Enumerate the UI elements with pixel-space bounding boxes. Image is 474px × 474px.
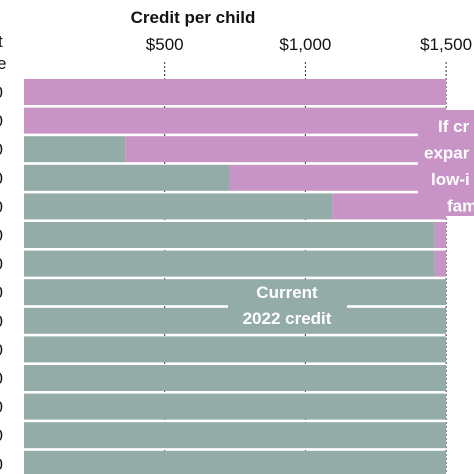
bar-expanded-credit xyxy=(24,107,447,134)
y-tick-label: 0 xyxy=(0,83,3,102)
annotation-expanded-line: fam xyxy=(447,197,474,216)
annotation-expanded-line: expar xyxy=(424,144,470,163)
y-tick-label: 0 xyxy=(0,169,3,188)
y-tick-label: 0 xyxy=(0,197,3,216)
bar-current-credit xyxy=(24,422,447,449)
y-tick-label: 0 xyxy=(0,340,3,359)
bar-expanded-credit xyxy=(434,250,447,277)
x-tick-label: $500 xyxy=(146,35,184,54)
y-tick-label: 0 xyxy=(0,398,3,417)
annotation-expanded-line: low-i xyxy=(431,170,470,189)
y-header-line-1: t xyxy=(0,32,3,51)
annotation-expanded-background xyxy=(418,110,474,216)
y-tick-label: 0 xyxy=(0,283,3,302)
bar-current-credit xyxy=(24,222,435,248)
annotation-current-line: Current xyxy=(256,283,318,302)
bar-expanded-credit xyxy=(229,164,447,191)
y-header-line-2: e xyxy=(0,54,6,73)
bar-current-credit xyxy=(24,336,447,363)
bar-current-credit xyxy=(24,393,447,420)
x-tick-label: $1,500 xyxy=(420,35,472,54)
bar-current-credit xyxy=(24,193,333,220)
bar-current-credit xyxy=(24,136,126,163)
y-tick-label: 0 xyxy=(0,112,3,131)
annotation-current-line: 2022 credit xyxy=(243,309,332,328)
y-tick-label: 0 xyxy=(0,455,3,474)
bar-expanded-credit xyxy=(24,79,447,105)
bar-current-credit xyxy=(24,250,435,277)
y-tick-label: 0 xyxy=(0,255,3,274)
y-tick-label: 0 xyxy=(0,226,3,245)
annotation-expanded-line: If cr xyxy=(438,117,470,136)
y-tick-label: 0 xyxy=(0,369,3,388)
bar-expanded-credit xyxy=(434,222,447,248)
bar-current-credit xyxy=(24,164,230,191)
x-tick-label: $1,000 xyxy=(279,35,331,54)
y-tick-label: 0 xyxy=(0,426,3,445)
chart-title: Credit per child xyxy=(131,8,256,27)
y-tick-label: 0 xyxy=(0,140,3,159)
bar-current-credit xyxy=(24,365,447,391)
bar-current-credit xyxy=(24,450,447,474)
y-tick-label: 0 xyxy=(0,312,3,331)
annotation-current-background xyxy=(228,280,347,326)
bar-expanded-credit xyxy=(125,136,447,163)
